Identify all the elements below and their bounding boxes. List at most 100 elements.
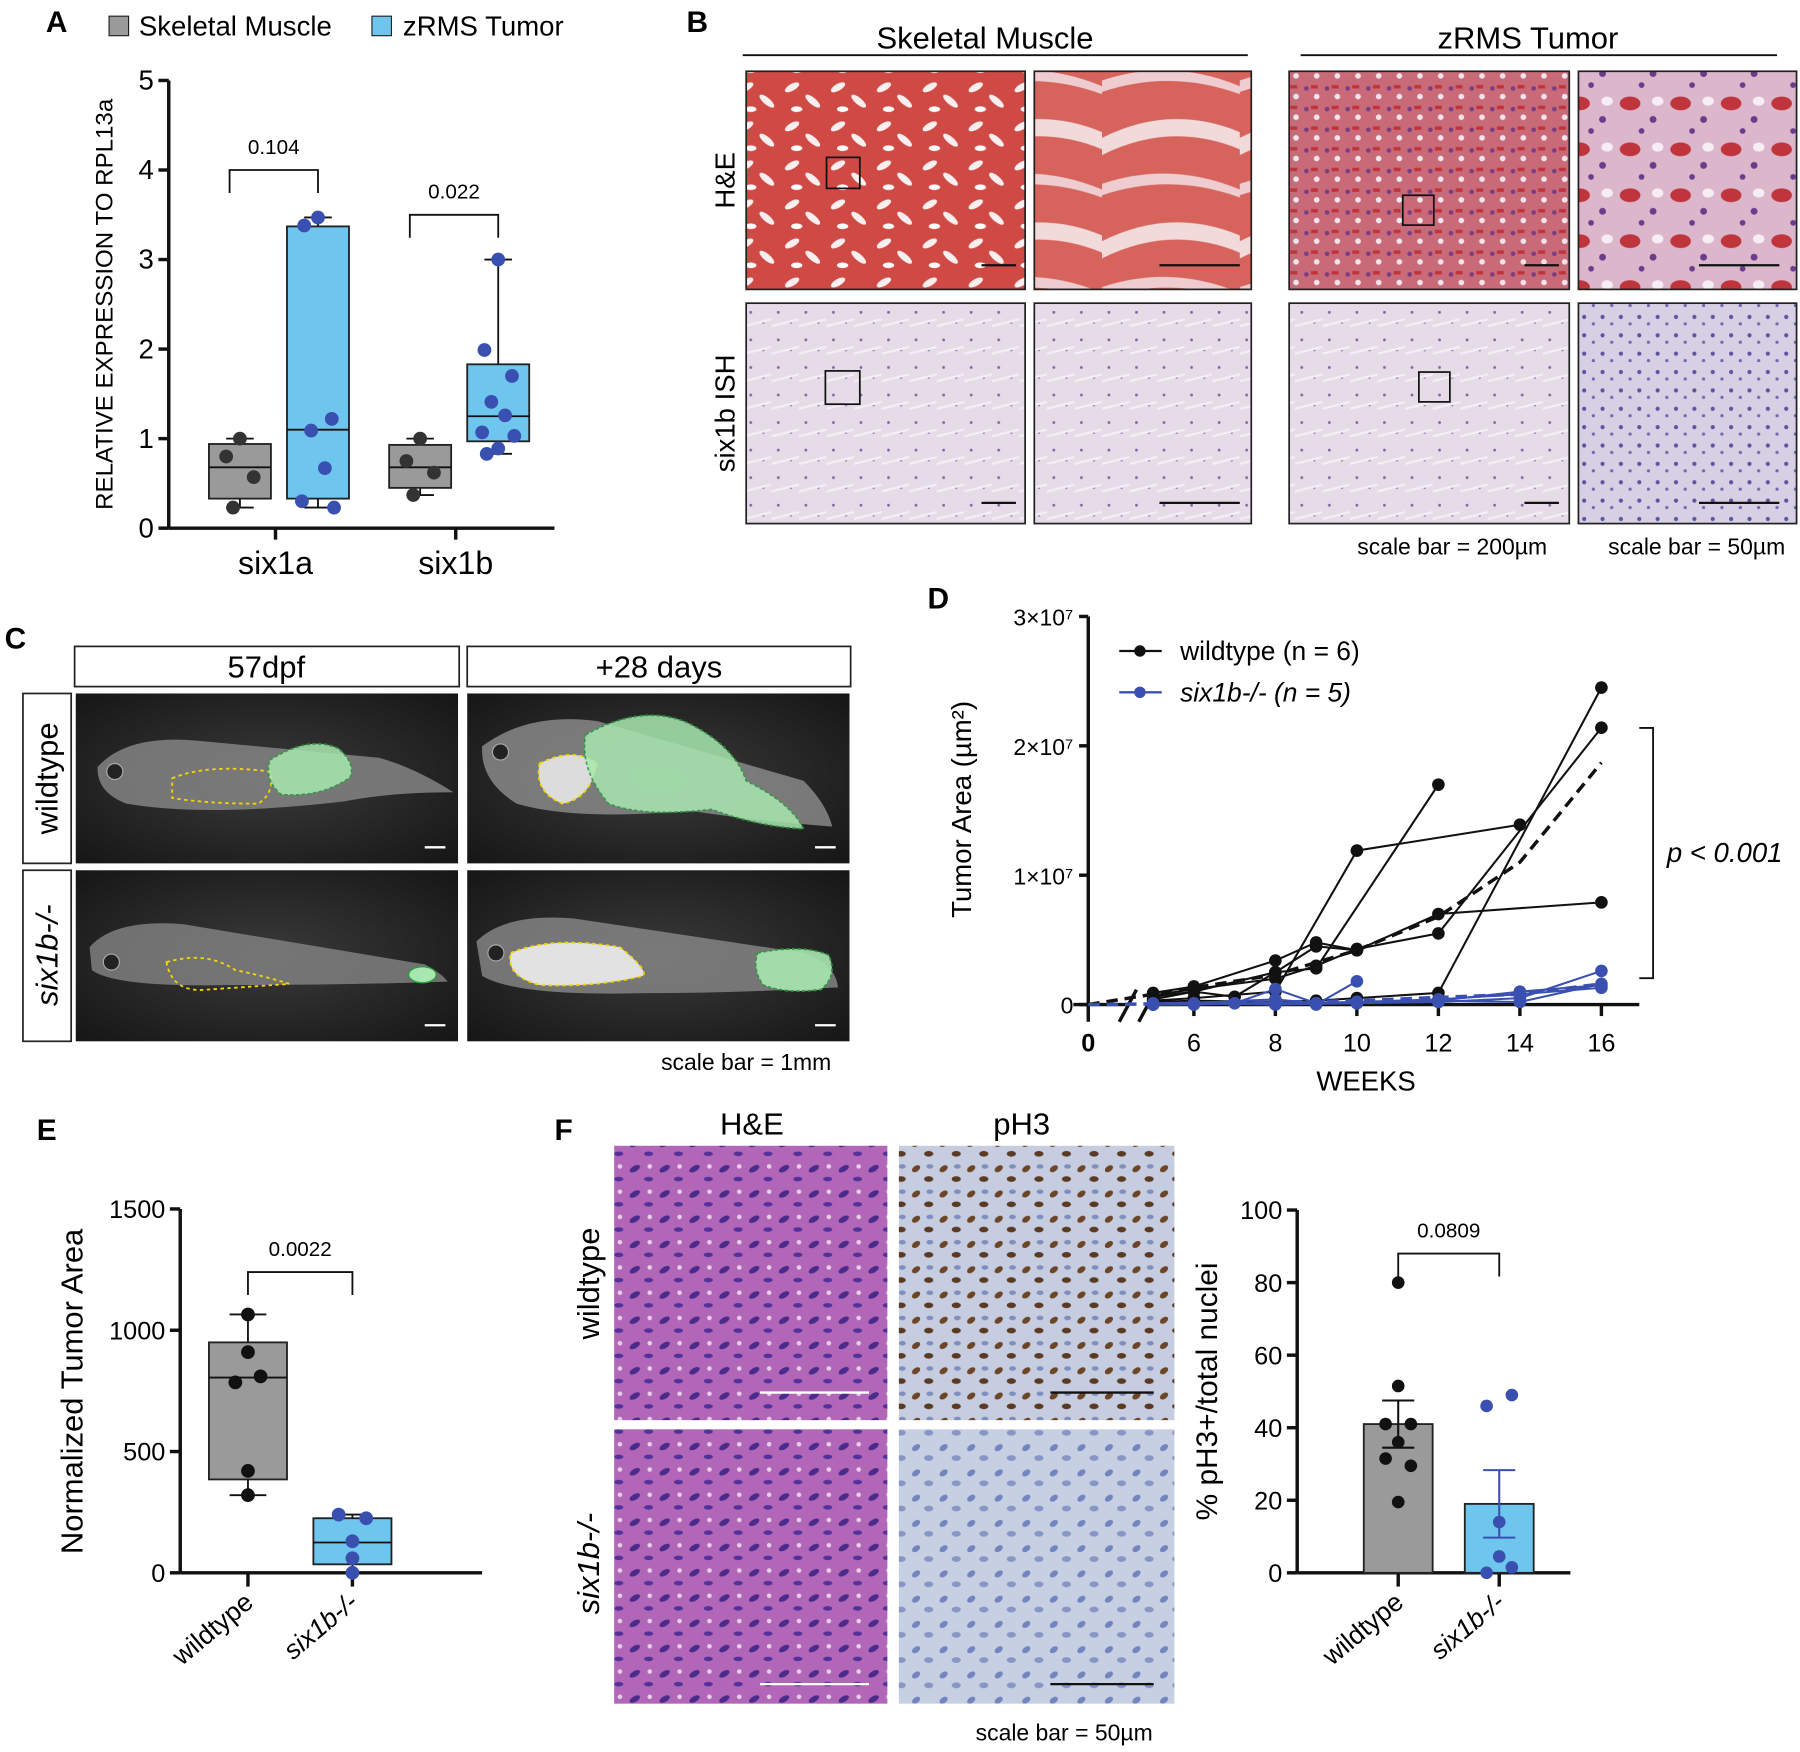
data-point [491,441,506,456]
row-label-six1b-ko: six1b-/- [571,1513,606,1615]
x-tick-label-six1b-/-: six1b-/- [278,1586,364,1665]
data-point [1391,1435,1405,1449]
data-point [1595,977,1608,991]
legend-label: six1b-/- (n = 5) [1180,678,1351,708]
data-point [1432,778,1445,791]
y-tick-label: 20 [1254,1487,1282,1515]
data-point [475,425,490,440]
col-header-box [73,645,461,688]
legend-marker [1134,686,1146,699]
legend-label: wildtype (n = 6) [1179,636,1360,666]
row-label-ish: six1b ISH [710,354,741,472]
y-tick-label: 1500 [109,1196,165,1224]
data-point [311,210,325,225]
data-point [1404,1459,1418,1473]
y-tick-label: 5 [138,65,153,96]
histology-tumor-ish-high [1577,302,1798,525]
significance-bracket [1397,1252,1501,1277]
box-six1a-tumor [286,210,350,515]
x-tick-label: 10 [1343,1030,1371,1058]
p-value-label: 0.022 [428,181,480,204]
data-point [1595,896,1608,909]
data-point [241,1345,255,1359]
data-point [1391,1495,1405,1509]
data-point [1480,1399,1493,1413]
histology-wildtype-ph3 [898,1145,1175,1421]
data-point [1480,1566,1493,1580]
data-point [297,218,312,233]
fit-curve [1087,761,1603,1007]
data-point [1505,1388,1519,1402]
p-value-label: 0.0022 [269,1238,332,1261]
col-header-57dpf: 57dpf [228,649,306,684]
data-point [1513,995,1527,1009]
data-point [1309,996,1323,1010]
y-tick-label: 2×10⁷ [1013,734,1073,760]
x-tick-label-six1b-/-: six1b-/- [1424,1586,1510,1665]
data-point [241,1488,255,1503]
data-point [327,500,341,515]
histology-tumor-he-low [1288,70,1571,291]
y-tick-label: 3×10⁷ [1013,605,1073,631]
panel-label-a: A [46,6,68,39]
panel-label-d: D [928,583,950,616]
data-point [304,423,318,438]
data-point [345,1534,360,1549]
row-label-box [22,692,73,865]
col-header-skeletal-muscle: Skeletal Muscle [876,20,1093,55]
y-axis-label: Normalized Tumor Area [55,1228,90,1554]
data-point [1505,1561,1519,1574]
fish-image-wildtype-57dpf [75,693,459,864]
panel-label-b: B [686,6,708,39]
bar-wildtype [1362,1276,1434,1574]
inset-box [1401,194,1435,226]
data-point [1391,1276,1405,1289]
data-point [1187,985,1201,998]
row-label-box [22,869,73,1043]
col-header-he: H&E [720,1106,784,1141]
x-tick-label: 6 [1187,1030,1201,1058]
scale-bar-label-200um: scale bar = 200µm [1357,534,1547,560]
data-point [479,446,494,461]
data-point [1492,1515,1506,1529]
fish-image-six1b-57dpf [75,870,459,1042]
data-point [359,1511,374,1526]
histology-tumor-he-high [1577,70,1798,291]
x-tick-label-six1a: six1a [238,545,313,581]
p-value-label: 0.0809 [1417,1220,1480,1243]
x-tick-label-six1b: six1b [418,545,493,581]
col-header-zrms-tumor: zRMS Tumor [1438,20,1619,55]
subject-line [1152,945,1357,1001]
data-point [1309,940,1323,953]
row-label-wildtype: wildtype [571,1228,606,1341]
data-point [331,1507,346,1522]
y-tick-label: 0 [138,512,153,543]
panel-label-f: F [554,1114,572,1147]
col-header-box [466,645,852,688]
data-point [1404,1417,1418,1431]
subject-line [1152,727,1603,997]
data-point [1379,1417,1392,1431]
significance-bracket [1639,726,1654,980]
y-tick-label: 40 [1254,1415,1282,1443]
series-wildtype [1087,681,1608,1009]
x-tick-label-wildtype: wildtype [1316,1587,1409,1672]
data-point [241,1464,255,1478]
data-point [226,500,240,515]
significance-bracket [247,1271,354,1295]
inset-box [824,370,861,406]
histology-muscle-he-high [1033,70,1253,291]
legend-swatch-skeletal-muscle [108,15,130,37]
y-tick-label: 1 [138,423,153,454]
data-point [246,470,261,485]
data-point [1309,959,1323,973]
y-tick-label: 60 [1254,1342,1282,1370]
histology-muscle-ish-low [745,302,1026,525]
data-point [498,408,512,423]
chart-a-expression-boxplot: 0 1 2 3 4 5 RELATIVE EXPRESSION TO RPL13a Skele… [92,11,564,581]
data-point [345,1565,360,1580]
y-tick-label: 2 [138,333,153,364]
subject-line [1152,784,1440,998]
p-value-label: p < 0.001 [1666,837,1783,868]
legend-label-skeletal-muscle: Skeletal Muscle [139,11,332,42]
